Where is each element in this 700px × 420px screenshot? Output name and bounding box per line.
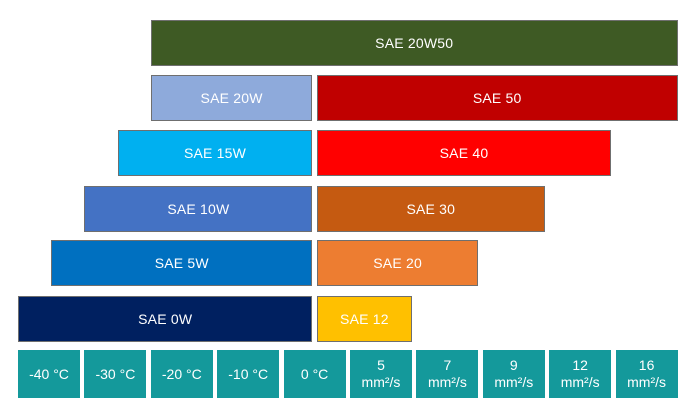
scale-cell-6: 7 mm²/s: [416, 350, 479, 398]
bar-sae-20w50: SAE 20W50: [150, 20, 678, 66]
scale-label: 7 mm²/s: [427, 357, 467, 390]
bar-sae-5w: SAE 5W: [51, 240, 313, 286]
scale-label: -40 °C: [29, 365, 69, 382]
scale-cell-0: -40 °C: [18, 350, 80, 398]
bar-sae-30: SAE 30: [316, 186, 545, 232]
scale-cell-4: 0 °C: [283, 350, 346, 398]
scale-label: 9 mm²/s: [494, 357, 534, 390]
scale-cell-9: 16 mm²/s: [615, 350, 678, 398]
bar-sae-15w: SAE 15W: [117, 130, 313, 176]
scale-label: -20 °C: [161, 365, 202, 382]
scale-label: 16 mm²/s: [627, 357, 667, 390]
scale-label: 0 °C: [300, 365, 329, 382]
scale-label: -30 °C: [95, 365, 136, 382]
scale-label: 5 mm²/s: [361, 357, 401, 390]
bar-sae-40: SAE 40: [316, 130, 612, 176]
bar-sae-12: SAE 12: [316, 296, 412, 342]
bar-sae-20w: SAE 20W: [150, 75, 313, 121]
bar-sae-0w: SAE 0W: [18, 296, 313, 342]
scale-label: 12 mm²/s: [560, 357, 600, 390]
scale-cell-1: -30 °C: [84, 350, 147, 398]
bar-sae-10w: SAE 10W: [84, 186, 313, 232]
scale-cell-2: -20 °C: [150, 350, 213, 398]
scale-label: -10 °C: [228, 365, 269, 382]
bar-sae-20: SAE 20: [316, 240, 479, 286]
scale-cell-8: 12 mm²/s: [549, 350, 612, 398]
scale-cell-7: 9 mm²/s: [482, 350, 545, 398]
scale-cell-5: 5 mm²/s: [350, 350, 412, 398]
scale-cell-3: -10 °C: [217, 350, 280, 398]
bar-sae-50: SAE 50: [316, 75, 678, 121]
